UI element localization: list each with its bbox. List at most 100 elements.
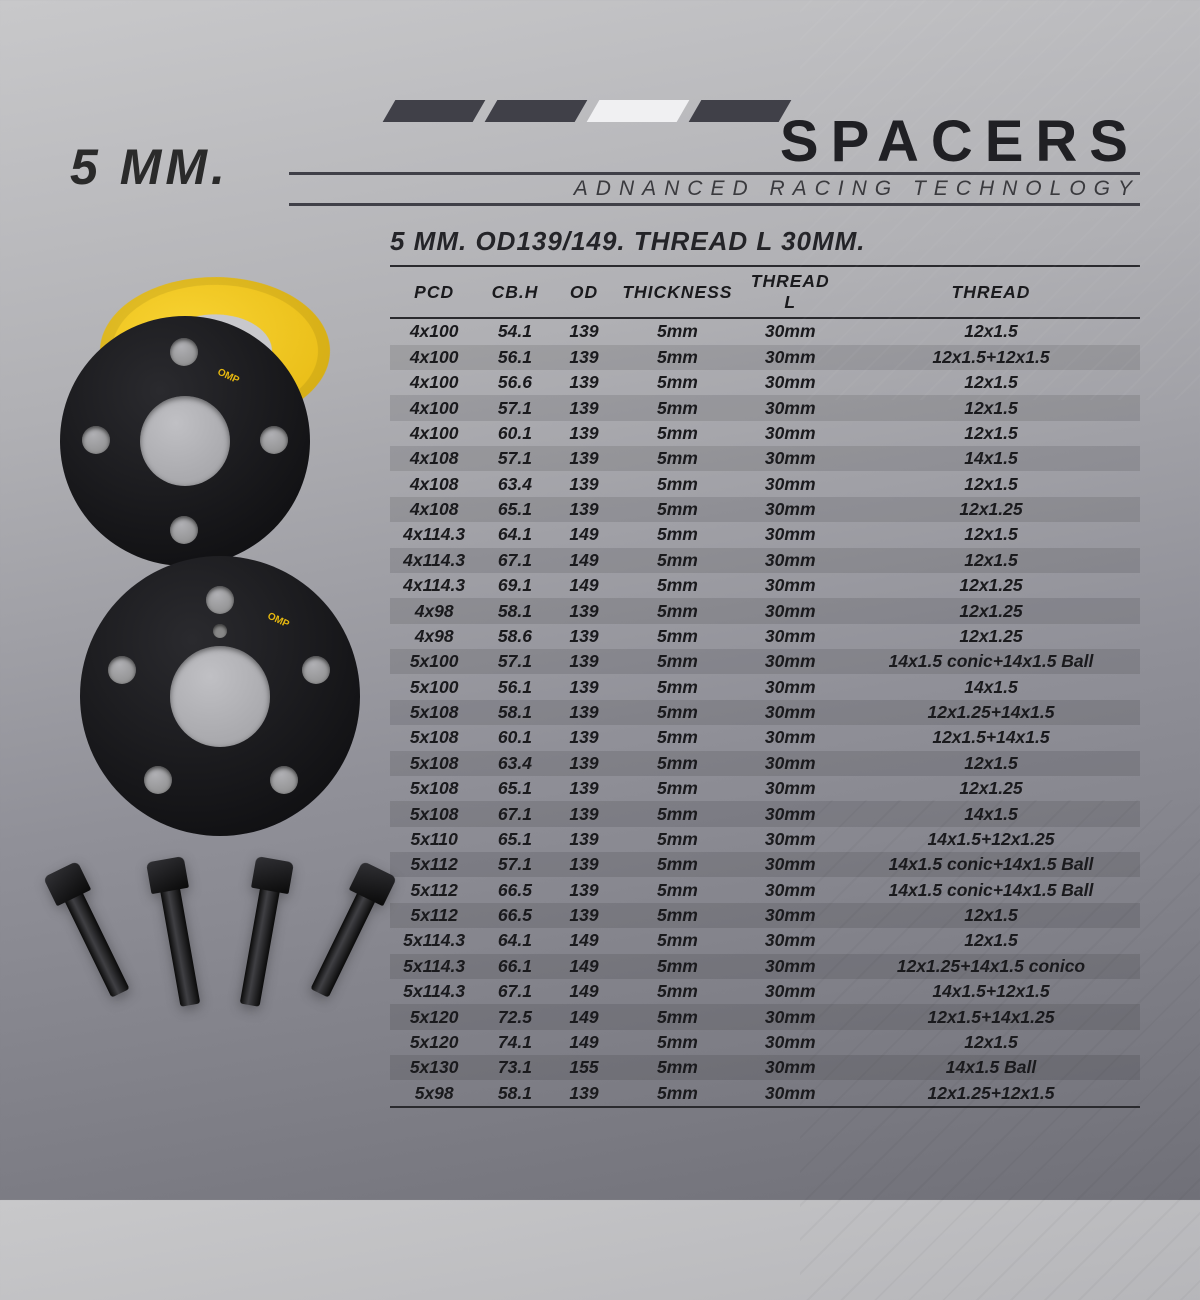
cell: 30mm	[738, 1055, 842, 1080]
cell: 5x108	[390, 801, 478, 826]
table-row: 5x12074.11495mm30mm12x1.5	[390, 1030, 1140, 1055]
table-row: 4x10057.11395mm30mm12x1.5	[390, 395, 1140, 420]
cell: 5mm	[616, 801, 738, 826]
cell: 30mm	[738, 1030, 842, 1055]
cell: 12x1.5	[842, 318, 1140, 344]
cell: 14x1.5+12x1.25	[842, 827, 1140, 852]
cell: 5x112	[390, 852, 478, 877]
cell: 5x130	[390, 1055, 478, 1080]
header: 5 MM. SPACERS ADNANCED RACING TECHNOLOGY	[0, 0, 1200, 216]
table-row: 5x11266.51395mm30mm14x1.5 conic+14x1.5 B…	[390, 877, 1140, 902]
cell: 139	[552, 446, 617, 471]
cell: 139	[552, 903, 617, 928]
header-right: SPACERS ADNANCED RACING TECHNOLOGY	[289, 100, 1140, 206]
table-row: 5x10867.11395mm30mm14x1.5	[390, 801, 1140, 826]
cell: 5mm	[616, 877, 738, 902]
spacer-4lug-icon: OMP	[60, 316, 310, 566]
cell: 5mm	[616, 573, 738, 598]
cell: 139	[552, 674, 617, 699]
table-row: 4x10060.11395mm30mm12x1.5	[390, 421, 1140, 446]
cell: 30mm	[738, 776, 842, 801]
cell: 5x108	[390, 751, 478, 776]
cell: 4x114.3	[390, 522, 478, 547]
table-row: 5x12072.51495mm30mm12x1.5+14x1.25	[390, 1004, 1140, 1029]
cell: 12x1.25	[842, 497, 1140, 522]
brand-badge: OMP	[208, 364, 248, 390]
cell: 12x1.5	[842, 928, 1140, 953]
cell: 73.1	[478, 1055, 551, 1080]
cell: 149	[552, 979, 617, 1004]
cell: 12x1.5	[842, 751, 1140, 776]
cell: 30mm	[738, 497, 842, 522]
cell: 139	[552, 877, 617, 902]
cell: 56.6	[478, 370, 551, 395]
cell: 30mm	[738, 624, 842, 649]
cell: 5mm	[616, 370, 738, 395]
cell: 139	[552, 421, 617, 446]
col-header: THREAD L	[738, 266, 842, 318]
cell: 5mm	[616, 1004, 738, 1029]
spacer-5lug-icon: OMP	[80, 556, 360, 836]
cell: 14x1.5 Ball	[842, 1055, 1140, 1080]
cell: 5mm	[616, 318, 738, 344]
cell: 58.6	[478, 624, 551, 649]
cell: 60.1	[478, 725, 551, 750]
cell: 30mm	[738, 751, 842, 776]
table-row: 4x114.367.11495mm30mm12x1.5	[390, 548, 1140, 573]
brand-badge: OMP	[258, 608, 298, 634]
cell: 57.1	[478, 446, 551, 471]
cell: 30mm	[738, 446, 842, 471]
cell: 54.1	[478, 318, 551, 344]
cell: 5x120	[390, 1030, 478, 1055]
cell: 4x100	[390, 421, 478, 446]
cell: 30mm	[738, 1004, 842, 1029]
cell: 5mm	[616, 497, 738, 522]
table-row: 5x10865.11395mm30mm12x1.25	[390, 776, 1140, 801]
cell: 5mm	[616, 548, 738, 573]
cell: 5mm	[616, 395, 738, 420]
cell: 5mm	[616, 345, 738, 370]
cell: 63.4	[478, 471, 551, 496]
col-header: THICKNESS	[616, 266, 738, 318]
cell: 5x114.3	[390, 928, 478, 953]
cell: 12x1.5	[842, 522, 1140, 547]
cell: 4x100	[390, 395, 478, 420]
cell: 57.1	[478, 395, 551, 420]
cell: 5mm	[616, 522, 738, 547]
cell: 30mm	[738, 725, 842, 750]
cell: 12x1.5	[842, 421, 1140, 446]
cell: 5x108	[390, 700, 478, 725]
cell: 30mm	[738, 395, 842, 420]
cell: 12x1.5	[842, 370, 1140, 395]
table-row: 5x114.366.11495mm30mm12x1.25+14x1.5 coni…	[390, 954, 1140, 979]
cell: 149	[552, 548, 617, 573]
table-row: 5x10860.11395mm30mm12x1.5+14x1.5	[390, 725, 1140, 750]
page-subtitle: ADNANCED RACING TECHNOLOGY	[289, 172, 1140, 206]
table-row: 5x114.367.11495mm30mm14x1.5+12x1.5	[390, 979, 1140, 1004]
cell: 30mm	[738, 877, 842, 902]
cell: 139	[552, 497, 617, 522]
cell: 4x108	[390, 446, 478, 471]
cell: 30mm	[738, 421, 842, 446]
cell: 30mm	[738, 370, 842, 395]
cell: 57.1	[478, 649, 551, 674]
table-row: 4x114.369.11495mm30mm12x1.25	[390, 573, 1140, 598]
cell: 14x1.5	[842, 446, 1140, 471]
cell: 30mm	[738, 318, 842, 344]
cell: 5mm	[616, 751, 738, 776]
table-row: 4x9858.11395mm30mm12x1.25	[390, 598, 1140, 623]
cell: 149	[552, 954, 617, 979]
cell: 139	[552, 725, 617, 750]
cell: 30mm	[738, 548, 842, 573]
cell: 5x114.3	[390, 954, 478, 979]
cell: 12x1.5	[842, 903, 1140, 928]
cell: 5x100	[390, 674, 478, 699]
cell: 12x1.5	[842, 471, 1140, 496]
table-row: 4x114.364.11495mm30mm12x1.5	[390, 522, 1140, 547]
cell: 5x112	[390, 877, 478, 902]
cell: 74.1	[478, 1030, 551, 1055]
cell: 57.1	[478, 852, 551, 877]
bolts-icon	[60, 846, 380, 1006]
cell: 4x98	[390, 624, 478, 649]
cell: 139	[552, 751, 617, 776]
